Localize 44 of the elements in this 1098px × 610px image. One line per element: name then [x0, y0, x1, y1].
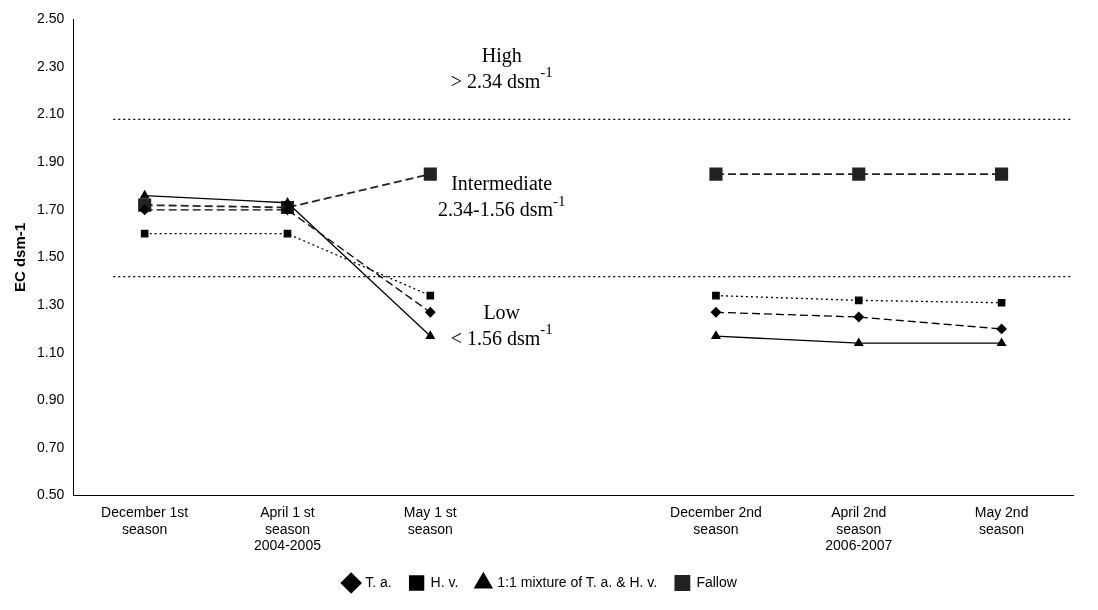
point: [283, 229, 292, 238]
legend-label: T. a.: [365, 573, 392, 590]
y-axis-title: EC dsm-1: [11, 222, 29, 293]
point: [140, 190, 150, 199]
point: [426, 291, 435, 300]
point: [711, 330, 721, 339]
point: [425, 330, 435, 339]
y-tick-label: 1.50: [37, 248, 65, 265]
point: [997, 338, 1007, 347]
point: [854, 296, 863, 305]
x-tick-label: April 1 st season 2004-2005: [254, 503, 322, 554]
point: [853, 311, 864, 323]
x-tick-label: December 2nd season: [670, 503, 762, 537]
y-tick-label: 2.10: [37, 105, 65, 122]
point: [423, 167, 437, 181]
point: [709, 167, 723, 181]
y-tick-label: 1.10: [37, 343, 65, 360]
point: [282, 197, 293, 206]
y-tick-label: 0.50: [37, 486, 65, 503]
y-tick-label: 0.90: [37, 391, 65, 408]
point: [997, 298, 1006, 307]
x-tick-label: December 1st season: [101, 503, 189, 537]
y-tick-label: 1.90: [37, 153, 65, 170]
y-tick-label: 2.30: [37, 57, 65, 74]
point: [995, 167, 1009, 181]
point: [282, 204, 293, 216]
legend-label: H. v.: [430, 573, 459, 590]
point: [140, 229, 149, 238]
point: [425, 307, 436, 318]
y-tick-label: 0.70: [37, 438, 65, 455]
legend-label: 1:1 mixture of T. a. & H. v.: [497, 573, 658, 590]
y-tick-label: 2.50: [37, 10, 65, 27]
legend-label: Fallow: [696, 573, 738, 590]
point: [139, 204, 150, 216]
point: [852, 167, 866, 181]
point: [712, 291, 720, 300]
x-tick-label: April 2nd season 2006-2007: [825, 503, 893, 554]
y-tick-label: 1.30: [37, 295, 65, 312]
point: [854, 338, 864, 347]
x-tick-label: May 1 st season: [403, 503, 457, 537]
x-tick-label: May 2nd season: [974, 503, 1029, 537]
point: [996, 323, 1007, 335]
y-tick-label: 1.70: [37, 200, 65, 217]
point: [710, 307, 722, 318]
